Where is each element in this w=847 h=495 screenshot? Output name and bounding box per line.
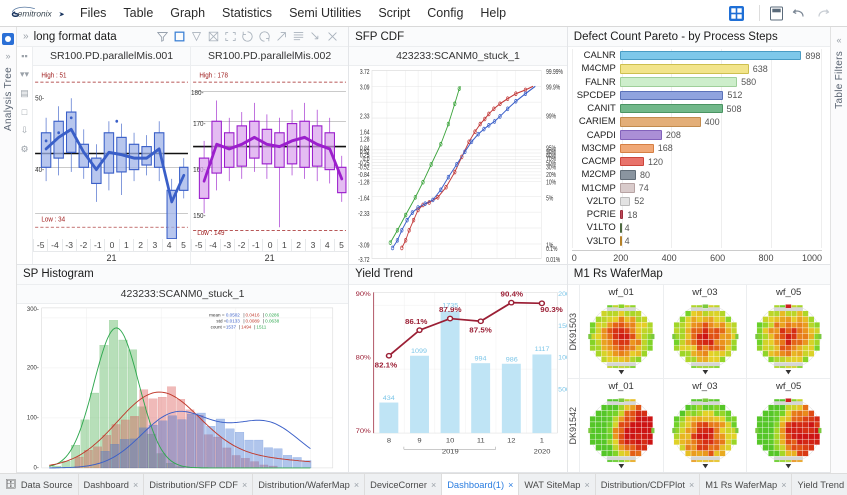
- svg-text:1537: 1537: [226, 324, 237, 329]
- svg-text:30%: 30%: [546, 165, 556, 172]
- svg-text:|: |: [243, 318, 244, 323]
- svg-text:-2.33: -2.33: [358, 212, 370, 219]
- svg-text:70%: 70%: [356, 426, 372, 435]
- svg-text:300-: 300-: [27, 307, 39, 313]
- svg-text:180-: 180-: [191, 90, 204, 97]
- svg-text:150-: 150-: [193, 213, 206, 220]
- svg-text:0.0133: 0.0133: [226, 318, 240, 323]
- svg-text:|: |: [263, 318, 264, 323]
- svg-text:90%: 90%: [356, 289, 372, 298]
- svg-text:99.99%: 99.99%: [546, 69, 563, 76]
- svg-text:High : 51: High : 51: [41, 72, 66, 79]
- svg-text:count =: count =: [211, 324, 226, 329]
- svg-text:10%: 10%: [546, 180, 556, 187]
- svg-text:90.3%: 90.3%: [540, 305, 563, 314]
- svg-text:0.0416: 0.0416: [246, 312, 260, 317]
- svg-text:3.72: 3.72: [360, 69, 370, 76]
- svg-text:-0.52: -0.52: [358, 165, 370, 172]
- svg-text:|: |: [243, 312, 244, 317]
- svg-text:2020: 2020: [534, 447, 551, 456]
- svg-text:1099: 1099: [411, 348, 427, 355]
- svg-text:8: 8: [387, 436, 391, 445]
- svg-text:-0.84: -0.84: [358, 172, 370, 179]
- svg-text:500: 500: [558, 386, 567, 393]
- svg-text:-3.09: -3.09: [358, 243, 370, 250]
- svg-text:1117: 1117: [535, 346, 550, 353]
- svg-text:20%: 20%: [546, 172, 556, 179]
- svg-text:986: 986: [506, 356, 518, 363]
- svg-text:200-: 200-: [27, 365, 39, 371]
- svg-text:99%: 99%: [546, 114, 556, 121]
- svg-text:1.28: 1.28: [360, 137, 370, 144]
- svg-text:5%: 5%: [546, 196, 554, 203]
- svg-text:0.0286: 0.0286: [265, 312, 279, 317]
- svg-text:86.1%: 86.1%: [405, 317, 428, 326]
- svg-text:1511: 1511: [256, 324, 266, 329]
- svg-text:1: 1: [540, 436, 544, 445]
- svg-text:100-: 100-: [27, 415, 39, 421]
- svg-text:170-: 170-: [193, 121, 206, 128]
- svg-text:0-: 0-: [34, 465, 39, 471]
- svg-text:1494: 1494: [241, 324, 252, 329]
- svg-text:10: 10: [446, 436, 454, 445]
- svg-text:99.9%: 99.9%: [546, 85, 561, 92]
- svg-text:-3.72: -3.72: [358, 257, 370, 263]
- svg-text:2019: 2019: [442, 447, 459, 456]
- svg-text:|: |: [254, 324, 255, 329]
- svg-text:0.0638: 0.0638: [265, 318, 279, 323]
- svg-text:mean =: mean =: [209, 312, 225, 317]
- svg-text:3.09: 3.09: [360, 85, 370, 92]
- svg-text:11: 11: [477, 436, 485, 445]
- svg-text:1000: 1000: [558, 355, 567, 362]
- svg-text:1.64: 1.64: [360, 130, 370, 137]
- svg-text:82.1%: 82.1%: [375, 361, 398, 370]
- svg-text:80%: 80%: [356, 353, 372, 362]
- svg-text:|: |: [263, 312, 264, 317]
- svg-text:0.01%: 0.01%: [546, 257, 561, 263]
- svg-text:High : 178: High : 178: [199, 72, 228, 79]
- svg-text:50-: 50-: [35, 95, 44, 102]
- svg-text:-1.64: -1.64: [358, 196, 370, 203]
- svg-text:|: |: [239, 324, 240, 329]
- svg-text:2000: 2000: [558, 291, 567, 298]
- svg-text:Low : 149: Low : 149: [197, 230, 225, 237]
- svg-text:1735: 1735: [442, 303, 458, 310]
- svg-text:2.33: 2.33: [360, 114, 370, 121]
- svg-text:0.0502: 0.0502: [226, 312, 240, 317]
- svg-text:9: 9: [418, 436, 422, 445]
- svg-text:90.4%: 90.4%: [501, 290, 524, 299]
- svg-text:87.5%: 87.5%: [469, 326, 492, 335]
- svg-text:0.0089: 0.0089: [246, 318, 260, 323]
- svg-text:434: 434: [383, 395, 395, 402]
- svg-text:emitronix: emitronix: [18, 9, 53, 19]
- svg-text:-1.28: -1.28: [358, 180, 370, 187]
- svg-text:994: 994: [475, 356, 487, 363]
- svg-text:0.1%: 0.1%: [546, 246, 558, 253]
- svg-text:Low : 34: Low : 34: [41, 216, 65, 223]
- svg-text:12: 12: [507, 436, 515, 445]
- svg-text:1500: 1500: [558, 323, 567, 330]
